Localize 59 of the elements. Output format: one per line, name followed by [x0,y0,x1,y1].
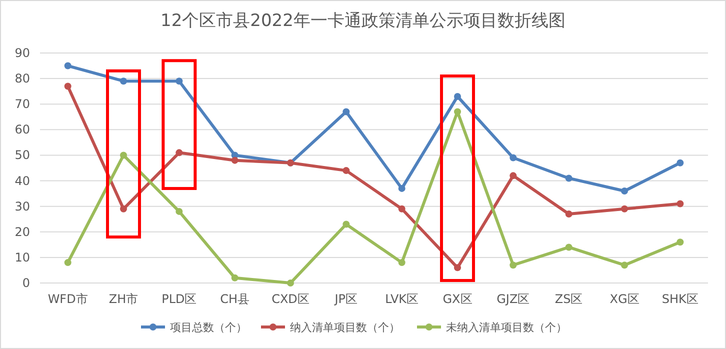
x-tick-label: LVK区 [385,292,419,306]
point [342,108,350,116]
point [342,220,350,228]
point [64,82,72,90]
point [454,108,461,116]
point [621,205,628,212]
point [621,188,628,194]
y-tick-label: 10 [14,250,30,264]
y-tick-label: 0 [22,276,30,290]
point [64,62,72,70]
x-tick-label: GJZ区 [496,292,530,306]
point [454,264,461,272]
point [120,205,127,212]
point [510,172,517,180]
point [120,152,127,159]
point [287,280,294,286]
legend-label: 未纳入清单项目数（个） [446,321,567,334]
point [676,238,684,246]
point [231,156,238,164]
point [176,78,183,85]
point [454,92,461,100]
point [398,259,406,266]
point [231,274,238,282]
point [621,262,628,269]
x-tick-label: SHK区 [662,292,698,306]
point [120,78,127,85]
y-tick-label: 90 [14,46,30,60]
y-tick-label: 80 [14,72,30,86]
x-tick-label: PLD区 [162,292,197,306]
x-tick-label: XG区 [610,292,640,306]
y-tick-label: 50 [14,148,30,162]
y-tick-label: 70 [14,97,30,112]
x-tick-label: CH县 [220,292,250,306]
y-tick-label: 60 [14,122,30,137]
y-tick-label: 40 [14,174,30,188]
point [176,208,183,215]
x-tick-label: CXD区 [272,292,310,306]
x-tick-label: ZH市 [108,292,138,306]
point [510,154,517,162]
x-tick-label: GX区 [442,292,472,306]
point [565,174,572,182]
point [64,259,72,266]
point [565,210,572,218]
y-tick-label: 30 [14,199,30,214]
x-tick-label: WFD市 [48,292,88,306]
point [676,200,684,208]
y-tick-label: 20 [14,224,30,239]
legend-label: 项目总数（个） [170,321,247,334]
point [510,262,517,269]
chart-title: 12个区市县2022年一卡通政策清单公示项目数折线图 [160,11,566,31]
x-tick-label: JP区 [334,292,358,306]
x-tick-label: ZS区 [554,292,583,306]
point [676,159,684,166]
point [342,167,350,174]
point [565,244,572,251]
legend-label: 纳入清单项目数（个） [290,321,400,334]
point [176,149,183,156]
point [398,205,406,212]
point [398,184,406,192]
